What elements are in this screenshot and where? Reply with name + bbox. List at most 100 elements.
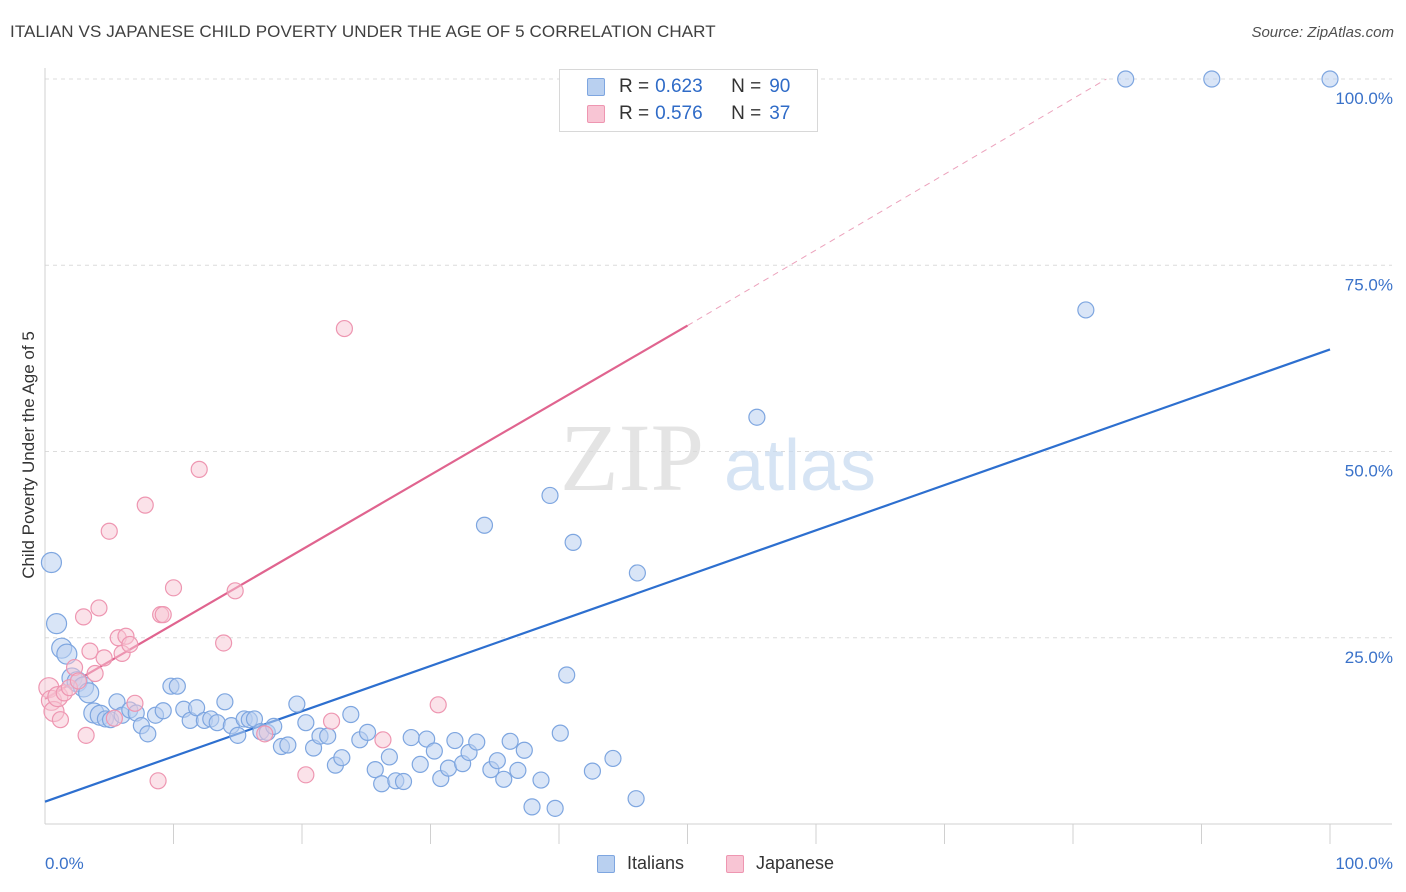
italians-point [154, 702, 172, 720]
italians-point [373, 775, 391, 793]
italians-point [551, 724, 569, 742]
japanese-point [100, 522, 118, 540]
italians-point [425, 742, 443, 760]
japanese-point [74, 608, 93, 626]
italians-point [501, 732, 519, 750]
japanese-point [164, 579, 183, 597]
japanese-point [90, 599, 108, 617]
japanese-swatch [587, 105, 605, 123]
japanese-point [105, 709, 123, 727]
y-tick-label: 100.0% [1335, 89, 1393, 108]
italians-point [366, 761, 384, 779]
italians-point [558, 666, 576, 684]
italians-point [1321, 70, 1339, 88]
legend-r-value: 0.576 [655, 103, 703, 124]
legend-r-label: R = [619, 103, 650, 124]
japanese-point [136, 496, 154, 514]
x-tick-label: 100.0% [1335, 854, 1393, 873]
japanese-point [335, 319, 354, 338]
italians-point [411, 755, 429, 774]
legend-n-label: N = [731, 76, 762, 97]
japanese-point [69, 672, 88, 690]
italians-point [604, 749, 622, 768]
bottom-legend: Italians Japanese [0, 853, 1406, 877]
italians-point [78, 682, 100, 704]
italians-point [402, 728, 420, 747]
japanese-point [154, 606, 172, 624]
japanese-point [121, 635, 139, 654]
italians-point [439, 759, 458, 777]
watermark-zip: ZIP [560, 404, 704, 511]
legend-r-value: 0.623 [655, 76, 703, 97]
italians-point [541, 486, 559, 505]
japanese-point [297, 766, 315, 784]
italians-point [188, 699, 206, 717]
legend-n-label: N = [731, 103, 762, 124]
italians-point [297, 714, 315, 732]
japanese-point [256, 725, 274, 743]
italians-point [495, 770, 513, 788]
japanese-point [95, 649, 113, 667]
y-tick-label: 75.0% [1345, 275, 1393, 294]
japanese-point [51, 711, 70, 729]
italians-point [279, 736, 297, 754]
italians-point [627, 790, 645, 808]
japanese-point [429, 696, 447, 714]
italians-point [380, 748, 398, 766]
italians-swatch [587, 78, 605, 96]
japanese-swatch [726, 854, 744, 873]
italians-point [139, 725, 157, 743]
italians-point [488, 752, 506, 770]
italians-point [40, 551, 63, 574]
y-tick-label: 25.0% [1345, 648, 1393, 667]
japanese-point [190, 460, 208, 478]
italians-point [1117, 70, 1135, 88]
y-tick-label: 50.0% [1345, 462, 1393, 481]
japanese-point [322, 712, 341, 730]
source-label: Source: ZipAtlas.com [1251, 24, 1394, 41]
japanese-trendline-extension [687, 78, 1107, 327]
italians-point [168, 677, 186, 695]
italians-point [509, 761, 527, 779]
italians-point [288, 695, 306, 713]
chart-title: ITALIAN VS JAPANESE CHILD POVERTY UNDER … [10, 22, 716, 41]
italians-point [394, 772, 413, 791]
x-tick-label: 0.0% [45, 854, 84, 873]
y-axis-label: Child Poverty Under the Age of 5 [19, 331, 38, 579]
legend-row-italians: R = 0.623 N = 90 [587, 76, 790, 98]
italians-point [1203, 70, 1221, 88]
bottom-legend-japanese-label: Japanese [756, 853, 835, 873]
italians-point [475, 516, 494, 534]
italians-point [532, 771, 550, 789]
italians-point [515, 741, 533, 759]
italians-point [418, 730, 436, 748]
legend-row-japanese: R = 0.576 N = 37 [587, 103, 790, 125]
japanese-point [126, 694, 144, 712]
points-layer [38, 70, 1339, 817]
tick-label-layer: 25.0% 50.0% 75.0% 100.0% 0.0% 100.0% [45, 89, 1393, 873]
italians-swatch [597, 854, 615, 873]
italians-point [45, 612, 68, 635]
italians-point [748, 408, 766, 426]
italians-point [333, 749, 351, 767]
japanese-point [149, 772, 167, 790]
italians-point [564, 533, 582, 551]
bottom-legend-japanese: Japanese [726, 853, 834, 874]
legend-r-label: R = [619, 76, 650, 97]
japanese-point [86, 664, 104, 683]
italians-point [446, 731, 464, 750]
italians-point [523, 798, 541, 816]
japanese-point [374, 731, 392, 749]
italians-point [546, 799, 564, 817]
japanese-trendline [44, 324, 689, 700]
japanese-point [215, 634, 233, 652]
watermark-atlas: atlas [724, 426, 876, 506]
italians-point [583, 762, 602, 780]
legend-box: R = 0.623 N = 90 R = 0.576 N = 37 [559, 69, 818, 132]
italians-point [468, 733, 486, 751]
grid-layer [45, 78, 1392, 639]
legend-n-value: 37 [769, 103, 791, 124]
bottom-legend-italians-label: Italians [627, 853, 685, 873]
italians-point [342, 705, 360, 724]
